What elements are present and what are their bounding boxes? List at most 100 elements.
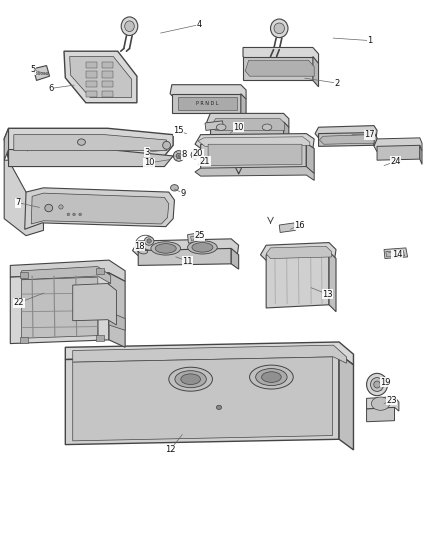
Polygon shape xyxy=(315,126,377,139)
Ellipse shape xyxy=(121,17,138,36)
Polygon shape xyxy=(64,51,137,103)
Ellipse shape xyxy=(46,72,48,75)
Polygon shape xyxy=(241,94,246,119)
Polygon shape xyxy=(195,134,314,150)
Text: 7: 7 xyxy=(15,198,21,207)
Polygon shape xyxy=(231,248,239,269)
Polygon shape xyxy=(201,143,306,169)
Ellipse shape xyxy=(145,237,154,245)
Polygon shape xyxy=(20,337,28,343)
Text: 22: 22 xyxy=(14,298,24,307)
Polygon shape xyxy=(65,342,353,365)
Polygon shape xyxy=(377,146,420,160)
Polygon shape xyxy=(65,354,339,445)
Polygon shape xyxy=(420,146,422,165)
Ellipse shape xyxy=(187,241,217,254)
Ellipse shape xyxy=(151,242,180,255)
Ellipse shape xyxy=(256,368,287,385)
Ellipse shape xyxy=(59,205,63,209)
Polygon shape xyxy=(102,81,113,87)
Polygon shape xyxy=(86,91,97,97)
Polygon shape xyxy=(367,407,395,422)
Ellipse shape xyxy=(67,213,70,216)
Polygon shape xyxy=(384,248,408,259)
Polygon shape xyxy=(73,345,346,364)
Polygon shape xyxy=(313,56,318,87)
Text: 19: 19 xyxy=(381,378,391,387)
Polygon shape xyxy=(33,66,49,80)
Ellipse shape xyxy=(78,139,85,146)
Text: 2: 2 xyxy=(334,78,339,87)
Polygon shape xyxy=(367,397,399,411)
Ellipse shape xyxy=(262,124,272,131)
Text: 21: 21 xyxy=(200,157,210,166)
Text: 16: 16 xyxy=(294,221,305,230)
Ellipse shape xyxy=(147,239,151,243)
Polygon shape xyxy=(109,273,125,348)
Ellipse shape xyxy=(125,21,134,31)
Text: 8: 8 xyxy=(181,150,187,159)
Ellipse shape xyxy=(192,243,213,252)
Ellipse shape xyxy=(45,204,53,212)
Polygon shape xyxy=(187,232,204,243)
Polygon shape xyxy=(339,354,353,450)
Polygon shape xyxy=(102,62,113,68)
Text: 17: 17 xyxy=(364,130,375,139)
Text: 1: 1 xyxy=(367,36,372,45)
Text: 24: 24 xyxy=(391,157,401,166)
Text: 15: 15 xyxy=(173,126,184,135)
Ellipse shape xyxy=(181,374,201,384)
Polygon shape xyxy=(31,193,169,224)
Polygon shape xyxy=(205,121,223,131)
Ellipse shape xyxy=(271,19,288,38)
Polygon shape xyxy=(261,243,336,261)
Ellipse shape xyxy=(176,154,181,159)
Polygon shape xyxy=(109,312,125,330)
Polygon shape xyxy=(191,235,201,241)
Polygon shape xyxy=(208,144,302,165)
Ellipse shape xyxy=(274,23,285,34)
Ellipse shape xyxy=(173,151,184,161)
Ellipse shape xyxy=(250,365,293,389)
Text: P R N D L: P R N D L xyxy=(195,101,218,106)
Polygon shape xyxy=(210,122,284,135)
Polygon shape xyxy=(102,71,113,78)
Text: 4: 4 xyxy=(197,20,202,29)
Polygon shape xyxy=(73,284,117,325)
Ellipse shape xyxy=(216,405,222,409)
Polygon shape xyxy=(284,122,289,140)
Polygon shape xyxy=(86,62,97,68)
Polygon shape xyxy=(4,128,9,160)
Polygon shape xyxy=(86,71,97,78)
Polygon shape xyxy=(266,246,332,259)
Polygon shape xyxy=(198,137,310,147)
Polygon shape xyxy=(133,239,239,257)
Polygon shape xyxy=(243,47,318,63)
Text: 12: 12 xyxy=(165,446,175,455)
Ellipse shape xyxy=(374,381,380,388)
Text: 10: 10 xyxy=(233,123,244,132)
Polygon shape xyxy=(4,160,43,236)
Ellipse shape xyxy=(371,397,390,410)
Polygon shape xyxy=(318,133,374,147)
Text: 10: 10 xyxy=(144,158,154,167)
Polygon shape xyxy=(102,91,113,97)
Polygon shape xyxy=(86,81,97,87)
Text: 25: 25 xyxy=(194,231,205,240)
Polygon shape xyxy=(207,114,289,127)
Polygon shape xyxy=(177,98,237,110)
Polygon shape xyxy=(73,357,332,441)
Polygon shape xyxy=(96,268,104,274)
Polygon shape xyxy=(374,138,422,152)
Polygon shape xyxy=(266,252,329,308)
Polygon shape xyxy=(21,277,98,338)
Polygon shape xyxy=(70,56,132,98)
Polygon shape xyxy=(11,260,125,281)
Ellipse shape xyxy=(261,372,281,382)
Ellipse shape xyxy=(79,213,81,216)
Polygon shape xyxy=(11,273,109,344)
Polygon shape xyxy=(21,266,111,284)
Polygon shape xyxy=(4,128,173,160)
Ellipse shape xyxy=(191,151,199,159)
Text: 5: 5 xyxy=(31,66,36,74)
